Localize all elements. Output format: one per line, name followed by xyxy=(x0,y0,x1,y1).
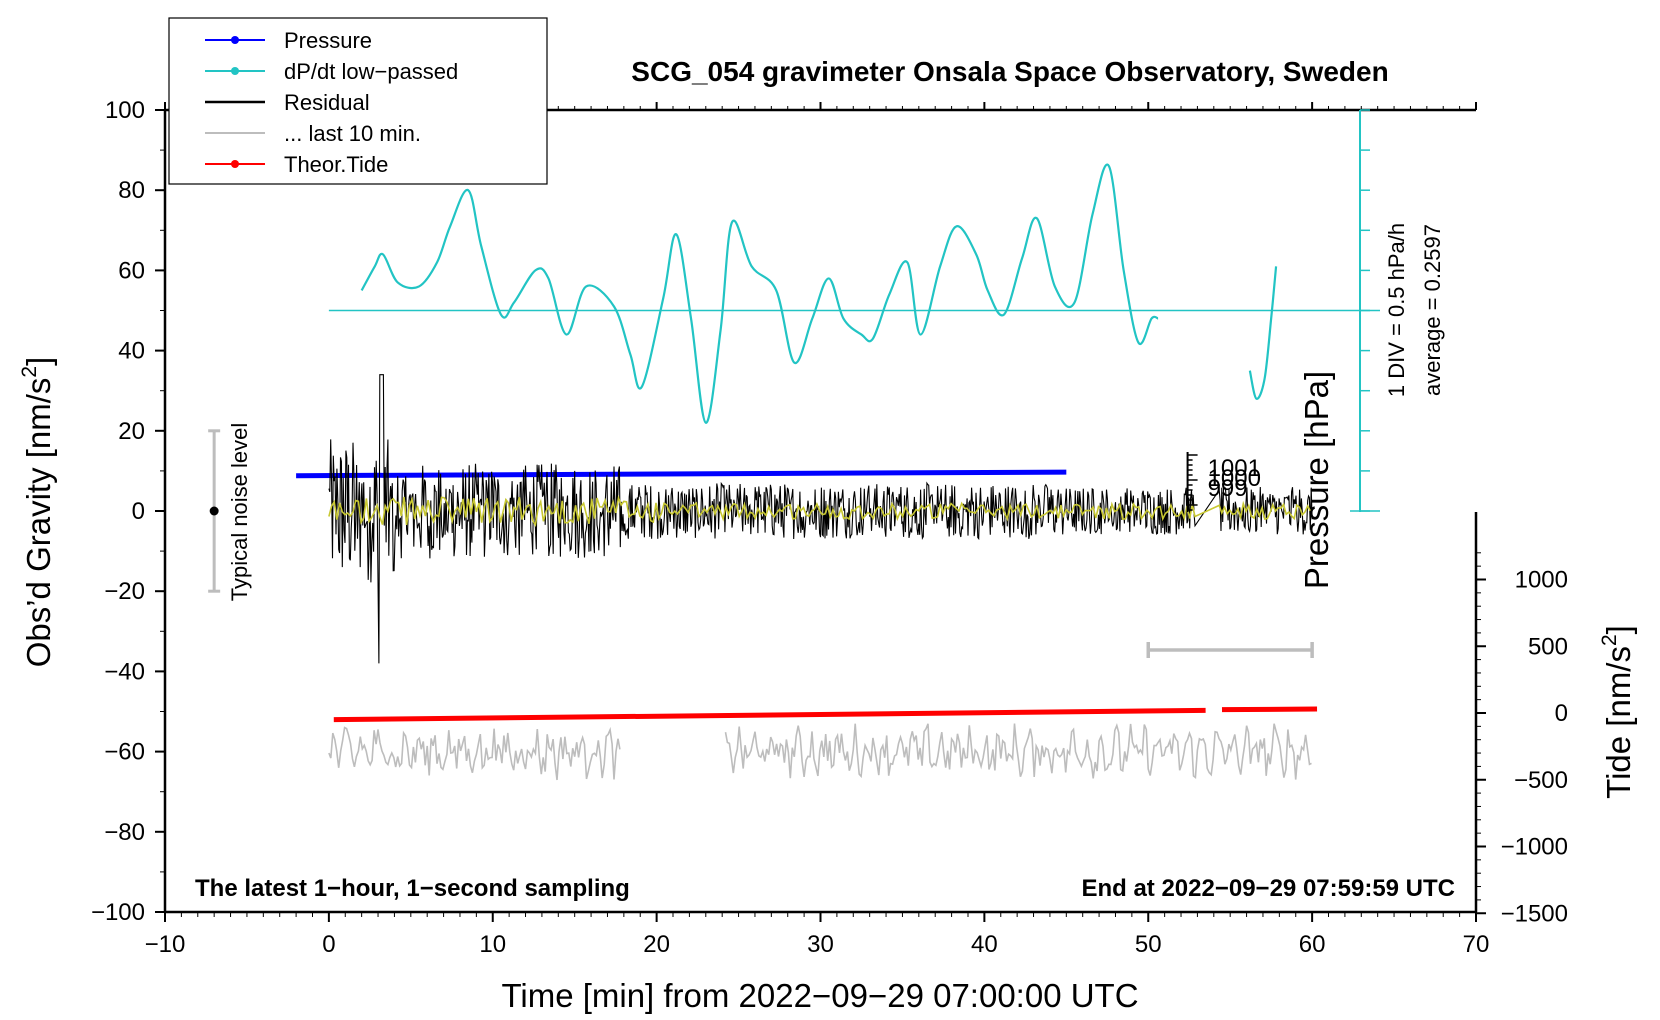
dpdt-average-note: average = 0.2597 xyxy=(1420,224,1445,396)
series-layer xyxy=(296,163,1380,781)
noise-level-label: Typical noise level xyxy=(227,423,252,602)
tide-tick-label: 1000 xyxy=(1515,567,1568,594)
pressure-tick-label: 999 xyxy=(1208,475,1248,502)
y-tick-label: −100 xyxy=(91,899,145,926)
legend-marker xyxy=(231,160,239,168)
x-tick-label: 60 xyxy=(1299,931,1326,958)
x-tick-label: −10 xyxy=(145,931,186,958)
x-tick-label: 50 xyxy=(1135,931,1162,958)
y-tick-label: 80 xyxy=(118,177,145,204)
legend-label: Residual xyxy=(284,90,370,115)
x-tick-label: 0 xyxy=(322,931,335,958)
tide-line xyxy=(1221,706,1318,713)
tide-tick-label: −500 xyxy=(1514,767,1568,794)
y-tick-label: −80 xyxy=(104,819,145,846)
dpdt-line xyxy=(1248,266,1278,400)
tide-axis-title-end: ] xyxy=(1600,625,1637,634)
legend-label: Theor.Tide xyxy=(284,152,388,177)
tide-axis-title-sup: 2 xyxy=(1598,634,1621,646)
pressure-tick-label: 1000 xyxy=(1208,465,1261,492)
y-axis-title-end: ] xyxy=(20,357,57,366)
tide-line xyxy=(333,707,1206,723)
y-tick-label: 20 xyxy=(118,418,145,445)
y-tick-label: 0 xyxy=(132,498,145,525)
end-time-note: End at 2022−09−29 07:59:59 UTC xyxy=(1081,875,1455,902)
tide-tick-label: −1000 xyxy=(1501,834,1568,861)
tide-tick-label: 0 xyxy=(1555,700,1568,727)
last-10-min-line xyxy=(328,726,621,781)
chart-title: SCG_054 gravimeter Onsala Space Observat… xyxy=(631,56,1388,87)
dpdt-line xyxy=(360,163,1159,424)
y-axis-title-text: Obs’d Gravity [nm/s xyxy=(20,378,57,668)
y-axis-title: Obs’d Gravity [nm/s2] xyxy=(18,357,57,668)
y-tick-label: −40 xyxy=(104,658,145,685)
residual-line xyxy=(328,374,1313,664)
y-tick-label: 40 xyxy=(118,338,145,365)
pressure-tick-label: 1001 xyxy=(1208,455,1261,482)
legend-label: Pressure xyxy=(284,28,372,53)
noise-center-dot xyxy=(209,506,219,516)
legend-label: ... last 10 min. xyxy=(284,121,421,146)
tide-ticks: 1000 500 0 −500 −1000 −1500 xyxy=(1476,552,1568,927)
residual-smoothed-line xyxy=(328,495,1312,528)
y-tick-label: −20 xyxy=(104,578,145,605)
y-ticks: 100 80 60 40 20 0 −20 −40 −60 −80 −100 xyxy=(91,97,165,926)
x-tick-label: 70 xyxy=(1463,931,1490,958)
tide-tick-label: 500 xyxy=(1528,633,1568,660)
last-10-min-line xyxy=(724,723,1312,780)
tide-axis-title: Tide [nm/s2] xyxy=(1598,625,1637,799)
tide-tick-label: −1500 xyxy=(1501,900,1568,927)
x-ticks: −10 0 10 20 30 40 50 60 70 xyxy=(145,102,1490,958)
legend: Pressure dP/dt low−passed Residual ... last… xyxy=(168,17,548,185)
y-tick-label: 60 xyxy=(118,257,145,284)
x-tick-label: 30 xyxy=(807,931,834,958)
y-axis-title-sup: 2 xyxy=(18,366,41,378)
y-tick-label: −60 xyxy=(104,739,145,766)
pressure-axis-title: Pressure [hPa] xyxy=(1298,371,1335,589)
tide-axis-title-text: Tide [nm/s xyxy=(1600,646,1637,799)
legend-marker xyxy=(231,36,239,44)
x-tick-label: 20 xyxy=(643,931,670,958)
pressure-line xyxy=(296,469,1067,479)
dpdt-scale-note: 1 DIV = 0.5 hPa/h xyxy=(1384,223,1409,397)
legend-label: dP/dt low−passed xyxy=(284,59,458,84)
sampling-note: The latest 1−hour, 1−second sampling xyxy=(195,875,630,902)
x-tick-label: 40 xyxy=(971,931,998,958)
noise-level-indicator xyxy=(208,429,221,593)
y-tick-label: 100 xyxy=(105,97,145,124)
x-axis-title: Time [min] from 2022−09−29 07:00:00 UTC xyxy=(501,977,1138,1014)
x-tick-label: 10 xyxy=(479,931,506,958)
legend-marker xyxy=(231,67,239,75)
